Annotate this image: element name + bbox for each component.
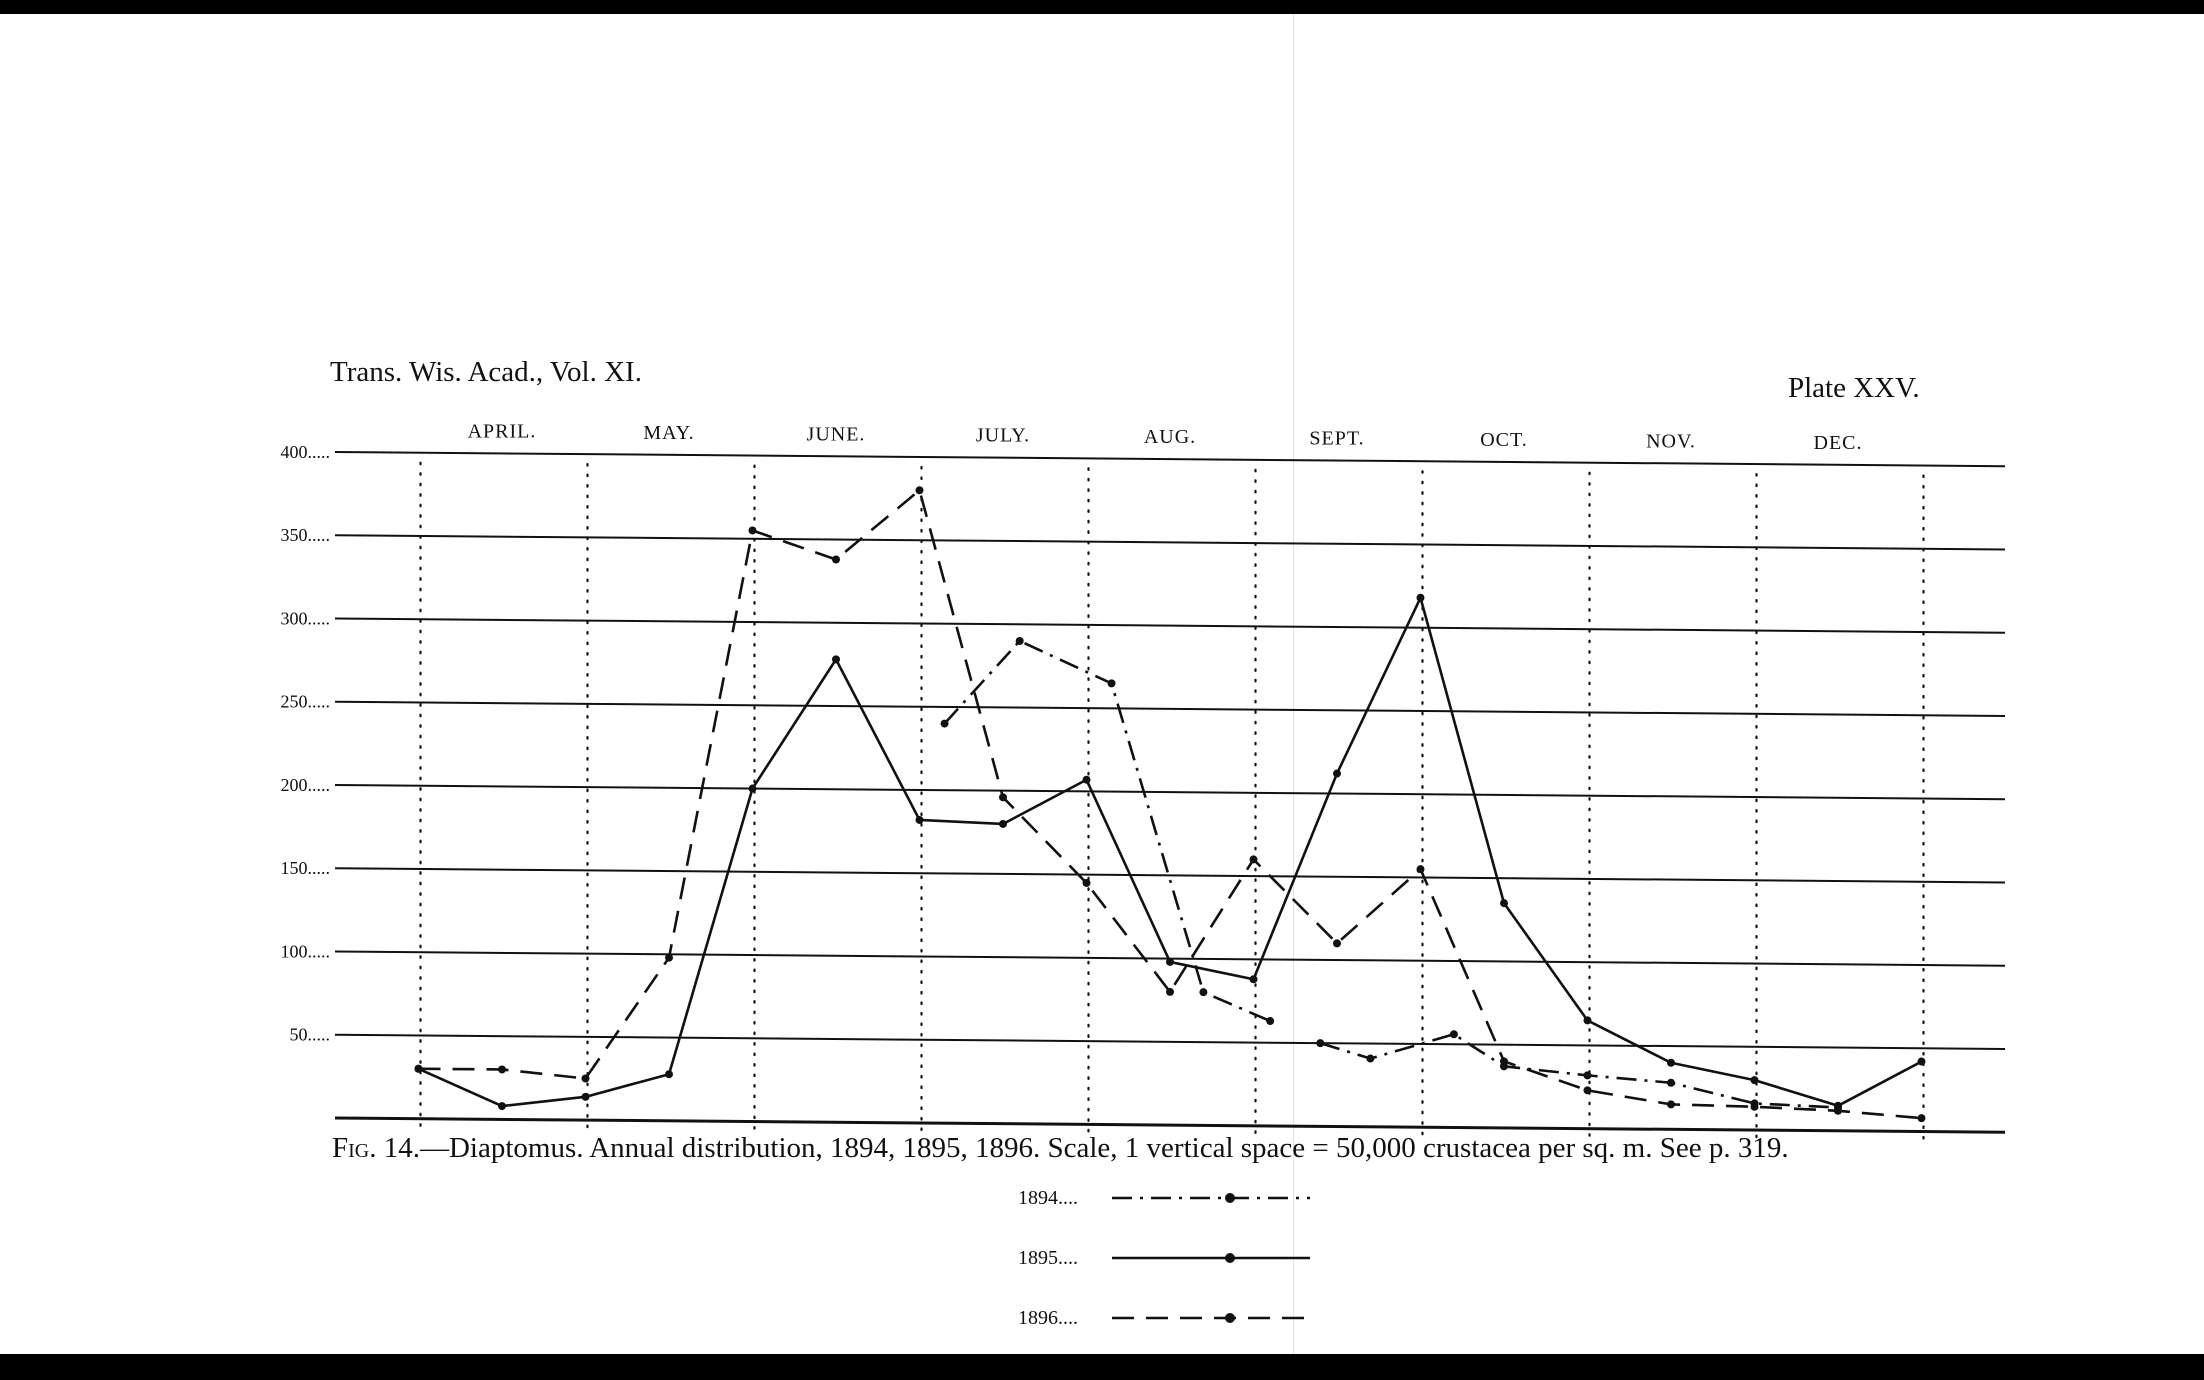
data-point xyxy=(414,1064,423,1073)
page-fold xyxy=(1293,14,1294,1354)
series-line xyxy=(417,596,1923,1108)
data-point xyxy=(1015,636,1024,645)
data-point xyxy=(1667,1100,1675,1109)
data-point xyxy=(1583,1016,1592,1025)
data-point xyxy=(748,526,757,535)
month-label: AUG. xyxy=(1144,426,1196,448)
data-point xyxy=(1750,1102,1759,1111)
data-point xyxy=(1500,1057,1508,1066)
data-point xyxy=(1082,775,1091,784)
series-0 xyxy=(940,636,1842,1112)
plate-number: Plate XXV. xyxy=(1788,372,1920,404)
data-point xyxy=(498,1102,506,1111)
gridline-0 xyxy=(334,1116,2006,1134)
legend-label: 1896.... xyxy=(1018,1307,1078,1329)
data-point xyxy=(581,1092,590,1101)
caption-text: —Diaptomus. Annual distribution, 1894, 1… xyxy=(419,1132,1789,1164)
data-point xyxy=(1316,1039,1325,1048)
series-line xyxy=(1319,1032,1839,1109)
data-point xyxy=(832,655,840,664)
y-tick-label: 100..... xyxy=(281,941,331,961)
legend-item: 1894.... xyxy=(1018,1187,1310,1209)
series-line xyxy=(418,488,1922,1120)
legend-label: 1895.... xyxy=(1018,1247,1078,1269)
data-point xyxy=(1107,679,1116,688)
data-point xyxy=(581,1074,590,1083)
y-axis-tick-labels: 400..... 350..... 300..... 250..... 200.....… xyxy=(281,442,331,1045)
y-tick-label: 200..... xyxy=(281,775,331,795)
data-point xyxy=(1166,957,1174,966)
data-point xyxy=(940,719,949,728)
data-point xyxy=(915,815,924,824)
data-point xyxy=(1416,593,1425,602)
gridlines xyxy=(334,451,2006,1134)
data-point xyxy=(1416,865,1425,874)
data-point xyxy=(915,486,924,495)
data-point xyxy=(1917,1114,1926,1123)
y-tick-label: 250..... xyxy=(281,692,331,712)
month-label: OCT. xyxy=(1480,429,1528,451)
legend-item: 1896.... xyxy=(1018,1307,1310,1329)
data-point xyxy=(1834,1106,1842,1115)
gridline-350 xyxy=(334,534,2006,551)
data-point xyxy=(1583,1071,1592,1080)
month-label: APRIL. xyxy=(468,420,537,442)
gridline-50 xyxy=(334,1033,2006,1050)
data-point xyxy=(832,555,840,564)
data-point xyxy=(748,784,757,793)
month-label: JULY. xyxy=(976,425,1030,447)
legend-item: 1895.... xyxy=(1018,1247,1310,1269)
legend-marker xyxy=(1225,1253,1235,1263)
gridline-400 xyxy=(334,451,2006,468)
data-point xyxy=(498,1065,506,1074)
month-labels: APRIL. MAY. JUNE. JULY. AUG. SEPT. OCT. NOV. DEC… xyxy=(468,420,1863,454)
y-tick-label: 300..... xyxy=(281,608,331,628)
month-label: SEPT. xyxy=(1309,428,1364,450)
legend-marker xyxy=(1225,1313,1235,1323)
data-point xyxy=(665,1070,673,1079)
data-point xyxy=(1366,1054,1375,1063)
gridline-200 xyxy=(334,784,2006,801)
data-point xyxy=(1583,1086,1592,1095)
y-tick-label: 350..... xyxy=(281,525,331,545)
data-point xyxy=(1667,1078,1675,1087)
month-label: DEC. xyxy=(1814,432,1863,454)
data-point xyxy=(1500,899,1508,908)
month-label: JUNE. xyxy=(807,423,866,445)
data-point xyxy=(1667,1058,1675,1067)
legend: 1894.... 1895.... 1896.... xyxy=(1018,1187,1310,1329)
journal-header: Trans. Wis. Acad., Vol. XI. xyxy=(330,356,642,388)
data-point xyxy=(1166,987,1174,996)
series-2 xyxy=(414,486,1926,1123)
data-point xyxy=(999,819,1007,828)
y-tick-label: 50..... xyxy=(290,1025,331,1045)
series-line xyxy=(943,639,1271,1023)
month-label: MAY. xyxy=(643,422,694,444)
caption-fig-label: Fig. 14. xyxy=(332,1132,420,1164)
legend-label: 1894.... xyxy=(1018,1187,1078,1209)
data-point xyxy=(999,793,1007,802)
data-point xyxy=(1249,855,1258,864)
data-point xyxy=(1917,1057,1926,1066)
month-label: NOV. xyxy=(1646,430,1696,452)
data-point xyxy=(1449,1030,1458,1039)
legend-marker xyxy=(1225,1193,1235,1203)
gridline-300 xyxy=(334,617,2006,634)
series-1 xyxy=(414,593,1926,1111)
y-tick-label: 400..... xyxy=(281,442,331,462)
figure-caption: Fig. 14.—Diaptomus. Annual distribution,… xyxy=(332,1132,1789,1165)
data-point xyxy=(1082,878,1091,887)
data-point xyxy=(1750,1076,1759,1085)
data-point xyxy=(1333,769,1341,778)
data-point xyxy=(1266,1017,1275,1026)
y-tick-label: 150..... xyxy=(281,858,331,878)
gridline-250 xyxy=(334,700,2006,717)
data-point xyxy=(1333,939,1341,948)
gridline-150 xyxy=(334,867,2006,884)
data-point xyxy=(665,953,673,962)
data-point xyxy=(1199,988,1208,997)
series-lines xyxy=(414,486,1926,1123)
data-point xyxy=(1249,975,1258,984)
